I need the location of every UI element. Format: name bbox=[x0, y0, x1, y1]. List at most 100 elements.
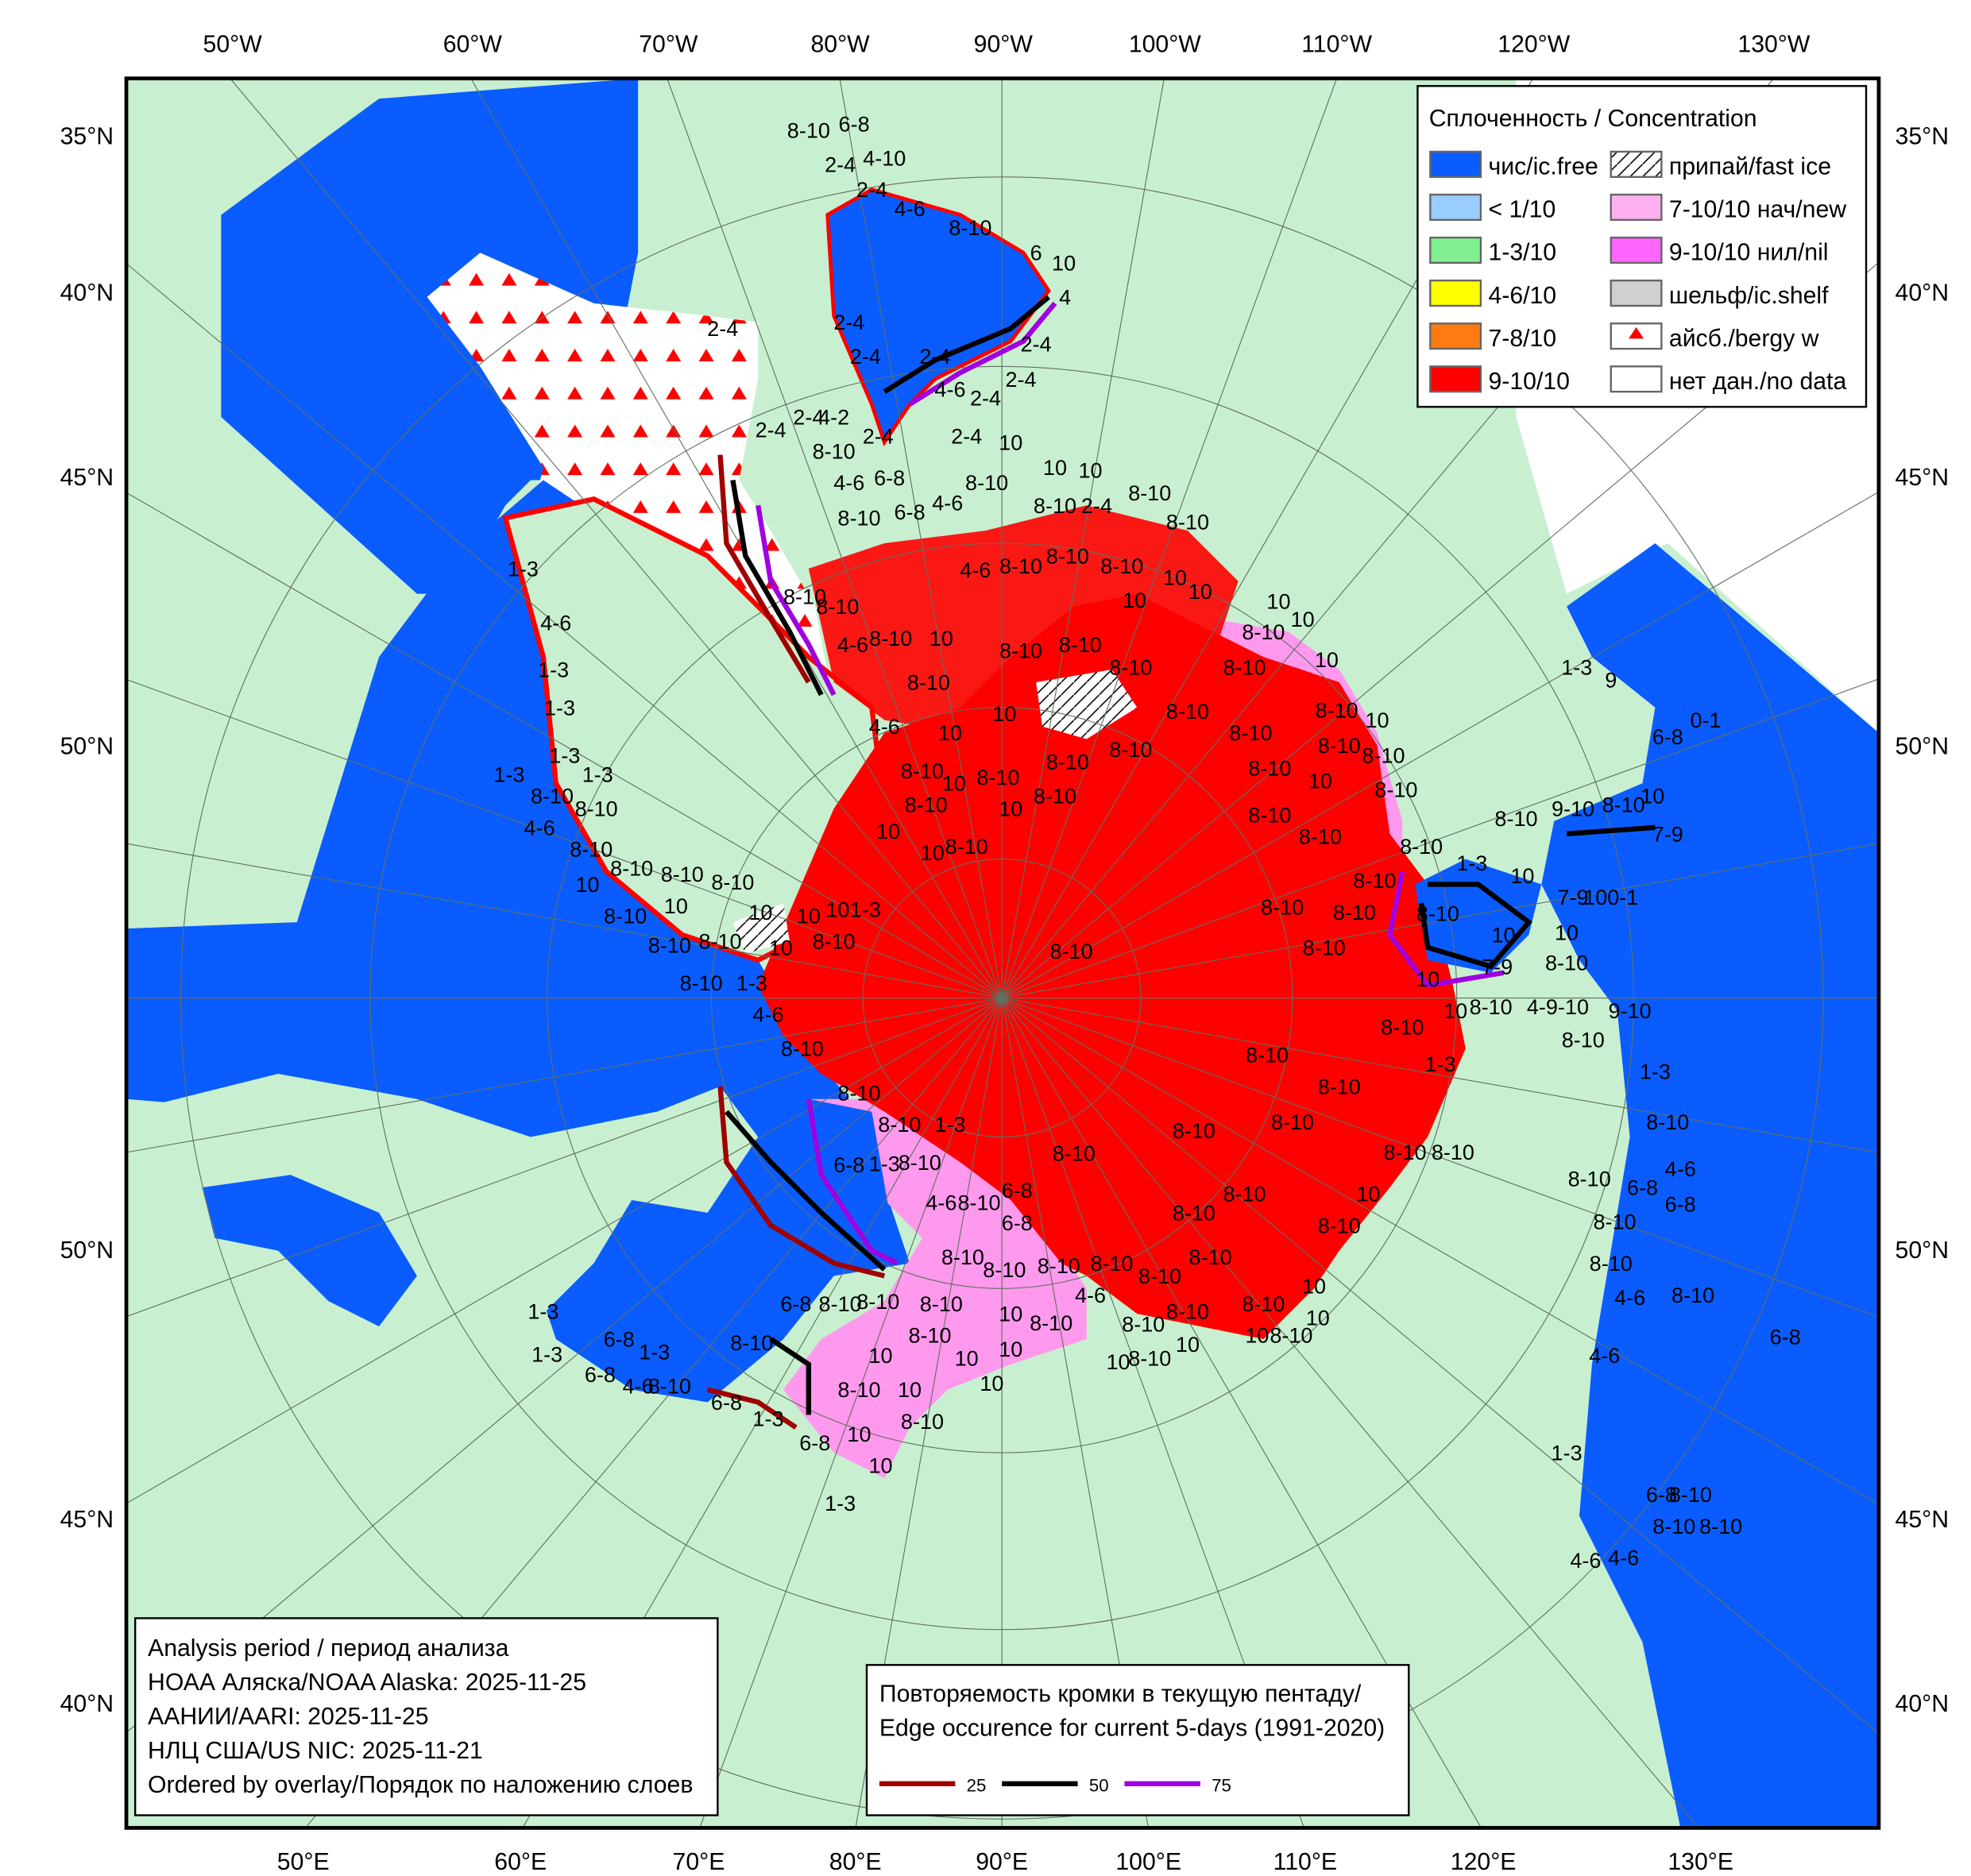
ice-concentration-label: 4-6 bbox=[1614, 1286, 1645, 1310]
ice-concentration-label: 10 bbox=[955, 1346, 979, 1370]
legend-label: 7-8/10 bbox=[1488, 326, 1556, 352]
ice-concentration-label: 2-4 bbox=[856, 178, 887, 202]
ice-concentration-label: 10 bbox=[1043, 456, 1067, 480]
analysis-line: ААНИИ/AARI: 2025-11-25 bbox=[148, 1704, 428, 1730]
meridian-line bbox=[667, 78, 1003, 998]
ice-concentration-label: 10 bbox=[664, 894, 688, 918]
ice-concentration-label: 4-6 bbox=[932, 492, 963, 515]
ice-concentration-label: 6-8 bbox=[839, 113, 870, 137]
edge-line-50 bbox=[1419, 882, 1532, 970]
longitude-label-bottom: 90°E bbox=[976, 1849, 1028, 1875]
ice-concentration-label: 1-3 bbox=[1425, 1052, 1456, 1076]
longitude-label-top: 120°W bbox=[1498, 31, 1570, 57]
legend-swatch bbox=[1429, 236, 1482, 264]
ice-concentration-label: 10 bbox=[999, 1338, 1022, 1361]
ice-concentration-label: 8-10 bbox=[905, 793, 948, 817]
edge-line-75 bbox=[908, 301, 1057, 407]
ice-concentration-label: 9-10 bbox=[1609, 999, 1652, 1023]
ice-concentration-label: 8-10 bbox=[783, 585, 826, 608]
ice-concentration-label: 10 bbox=[1245, 1324, 1269, 1348]
ice-concentration-label: 0-1 bbox=[1690, 708, 1721, 732]
meridian-line bbox=[839, 78, 1003, 998]
analysis-title: Analysis period / период анализа bbox=[148, 1635, 509, 1662]
ice-concentration-label: 4-6 bbox=[752, 1003, 783, 1027]
ice-concentration-label: 10 bbox=[575, 873, 599, 897]
ice-concentration-label: 8-10 bbox=[1248, 757, 1291, 781]
ice-concentration-label: 8-10 bbox=[901, 759, 944, 783]
ice-concentration-label: 1-3 bbox=[508, 557, 539, 581]
ice-concentration-label: 8-10 bbox=[1383, 1141, 1426, 1164]
edge-line-50 bbox=[725, 1110, 887, 1272]
ice-concentration-label: 8-10 bbox=[999, 639, 1042, 663]
longitude-label-bottom: 110°E bbox=[1273, 1849, 1337, 1875]
legend-label: шельф/ic.shelf bbox=[1669, 283, 1829, 309]
ice-concentration-label: 8-10 bbox=[1128, 481, 1171, 505]
analysis-line: Ordered by overlay/Порядок по наложению … bbox=[148, 1772, 693, 1798]
ice-concentration-label: 8-10 bbox=[945, 835, 988, 859]
ice-concentration-label: 10 bbox=[1106, 1350, 1130, 1374]
meridian-line bbox=[1001, 78, 1338, 998]
ice-concentration-label: 8-10 bbox=[907, 670, 950, 694]
ice-concentration-label: 8-10 bbox=[1400, 835, 1443, 859]
meridian-line bbox=[126, 998, 1003, 1318]
ice-concentration-label: 8-10 bbox=[648, 933, 691, 957]
ice-concentration-label: 10 bbox=[1052, 251, 1076, 275]
legend-swatch bbox=[1429, 193, 1482, 222]
legend: Сплоченность / Concentration чис/ic.free… bbox=[1416, 85, 1868, 408]
latitude-label-right: 50°N bbox=[1896, 1237, 1950, 1264]
ice-concentration-label: 10 bbox=[769, 936, 793, 959]
meridian-line bbox=[470, 78, 1003, 998]
ice-concentration-label: 10 bbox=[1555, 921, 1579, 944]
ice-concentration-label: 8-10 bbox=[1166, 700, 1209, 724]
ice-concentration-label: 8-10 bbox=[781, 1037, 824, 1061]
legend-swatch bbox=[1610, 280, 1663, 307]
ice-concentration-label: 8-10 bbox=[1562, 1029, 1605, 1052]
ice-concentration-label: 6 bbox=[1030, 241, 1042, 265]
legend-label: 9-10/10 нил/nil bbox=[1669, 240, 1829, 266]
ice-concentration-label: 8-10 bbox=[1699, 1515, 1742, 1538]
longitude-label-bottom: 50°E bbox=[277, 1849, 330, 1875]
ice-concentration-label: 10 bbox=[1291, 608, 1315, 631]
longitude-label-bottom: 100°E bbox=[1115, 1849, 1181, 1875]
ice-concentration-label: 10 bbox=[1308, 770, 1332, 793]
ice-concentration-label: 8-10 bbox=[1034, 785, 1076, 809]
ice-concentration-label: 4-9-10 bbox=[1527, 995, 1589, 1019]
ice-concentration-label: 8-10 bbox=[1246, 1044, 1289, 1067]
ice-concentration-label: 8-10 bbox=[908, 1324, 951, 1348]
ice-concentration-label: 4-6 bbox=[1570, 1549, 1601, 1573]
longitude-label-top: 130°W bbox=[1737, 31, 1810, 57]
ice-concentration-label: 1-3 bbox=[825, 1492, 856, 1515]
ice-concentration-label: 8-10 bbox=[711, 870, 754, 894]
edge-lines bbox=[706, 295, 1656, 1430]
ice-concentration-label: 6-8 bbox=[585, 1363, 616, 1387]
ice-concentration-label: 8-10 bbox=[531, 785, 574, 809]
longitude-label-top: 90°W bbox=[974, 31, 1034, 57]
ice-concentration-label: 8-10 bbox=[787, 118, 830, 142]
ice-concentration-label: 10 bbox=[1492, 924, 1516, 948]
ice-concentration-label: 10 bbox=[1306, 1306, 1330, 1330]
latitude-label-left: 50°N bbox=[60, 734, 114, 760]
ice-concentration-label: 7-9 bbox=[1558, 886, 1589, 909]
meridian-line bbox=[126, 998, 1003, 1733]
longitude-label-top: 110°W bbox=[1301, 31, 1372, 57]
ice-concentration-label: 1-3 bbox=[639, 1340, 670, 1364]
ice-concentration-label: 10 bbox=[1266, 590, 1290, 614]
ice-concentration-label: 4 bbox=[1059, 285, 1071, 309]
edge-value-50: 50 bbox=[1089, 1775, 1109, 1795]
fast-ice-area bbox=[1036, 670, 1138, 739]
analysis-line: НЛЦ США/US NIC: 2025-11-21 bbox=[148, 1738, 483, 1764]
ice-concentration-label: 1-3 bbox=[493, 763, 524, 787]
ice-concentration-label: 8-10 bbox=[1374, 778, 1417, 802]
legend-label: < 1/10 bbox=[1488, 197, 1556, 223]
legend-swatch bbox=[1610, 193, 1663, 222]
legend-swatch bbox=[1610, 236, 1663, 264]
ice-concentration-label: 2-4 bbox=[756, 418, 786, 442]
ice-concentration-label: 8-10 bbox=[570, 837, 613, 861]
ice-concentration-label: 8-10 bbox=[730, 1331, 773, 1355]
open-water-labrador bbox=[221, 78, 639, 594]
latitude-label-left: 50°N bbox=[60, 1237, 114, 1264]
ice-concentration-label: 6-8 bbox=[1002, 1211, 1033, 1235]
edge-line-25 bbox=[717, 454, 811, 684]
ice-concentration-label: 8-10 bbox=[958, 1191, 1001, 1215]
ice-concentration-label: 8-10 bbox=[1545, 952, 1588, 975]
